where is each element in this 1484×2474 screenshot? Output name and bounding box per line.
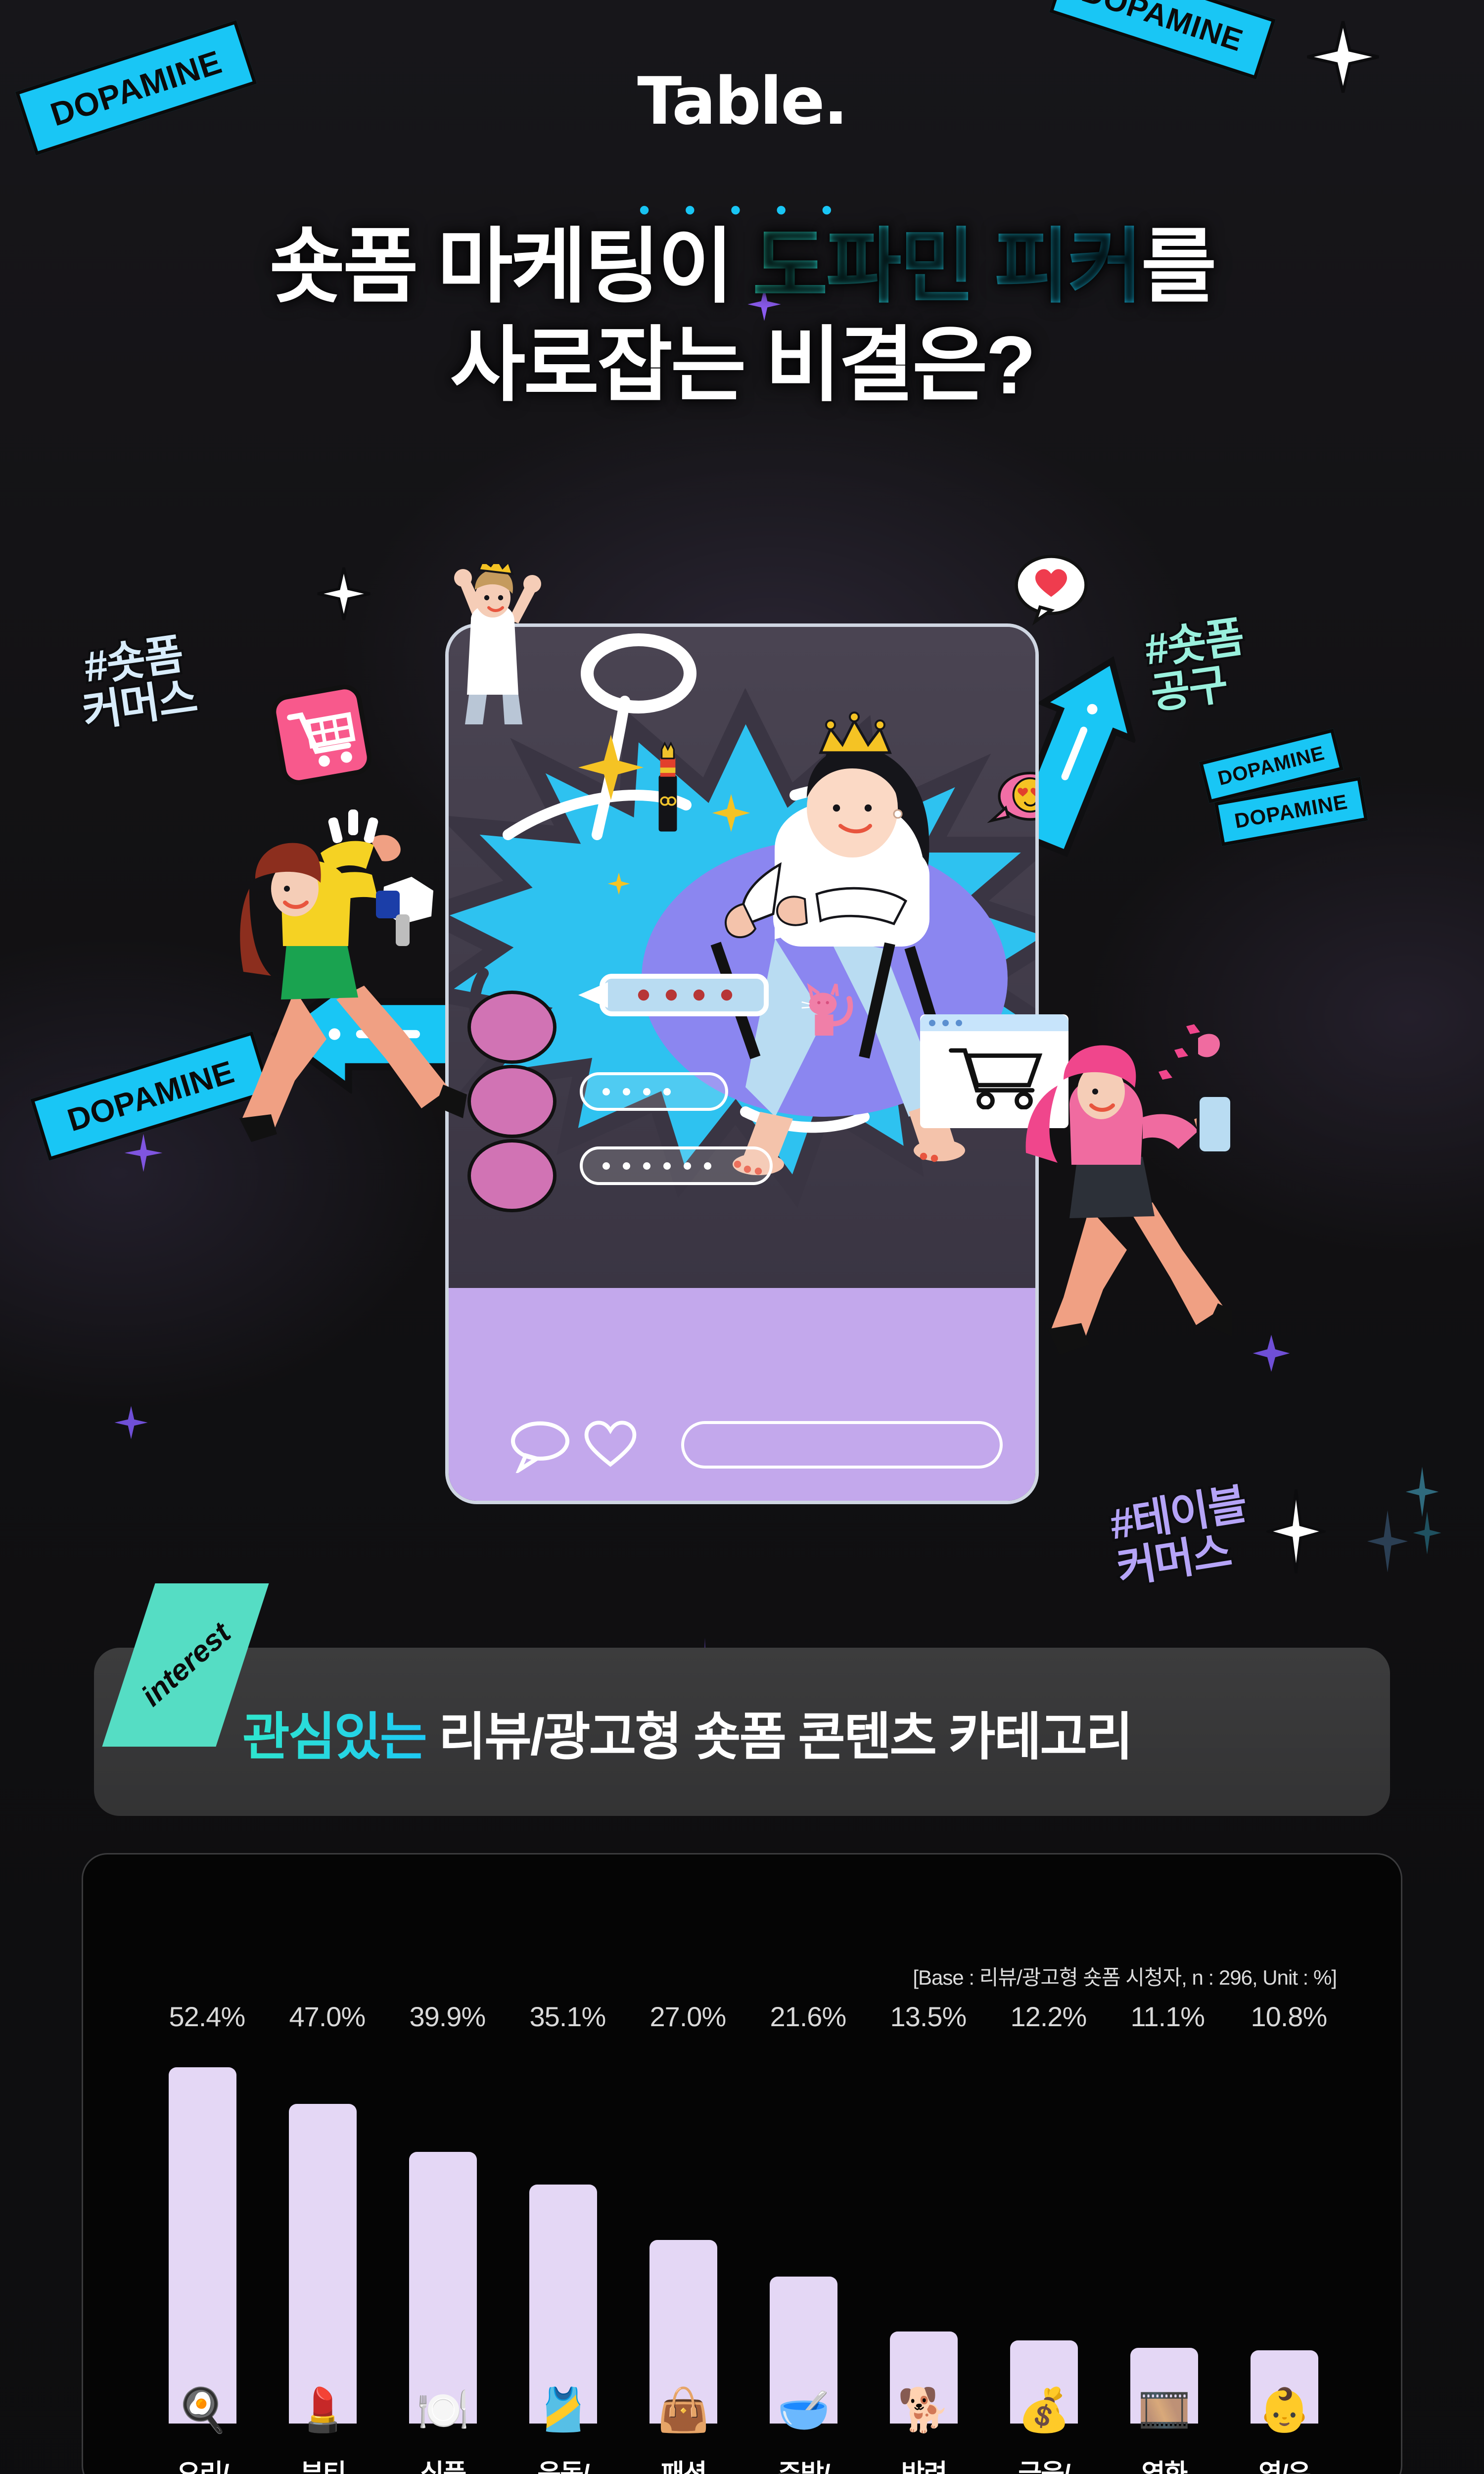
bar-group: 11.1% 🎞️ 영화 /공연 [1130, 2001, 1205, 2474]
bar-category-label: 식품 /음료 [420, 2460, 467, 2474]
bar-value-label: 47.0% [289, 2001, 366, 2032]
bar-value-label: 39.9% [409, 2001, 486, 2032]
hero-dots: • • • • • [639, 192, 845, 228]
bar-value-label: 21.6% [770, 2001, 846, 2032]
dopamine-sticker-label: DOPAMINE [1077, 0, 1248, 58]
bar-group: 10.8% 👶 영/유아/ 아동용품 [1251, 2001, 1327, 2474]
bar: 12.2% [1010, 2001, 1087, 2424]
bar-category-label: 영화 /공연 [1141, 2460, 1188, 2474]
chat-message-pill [580, 1146, 773, 1185]
bar: 35.1% [529, 2001, 606, 2424]
bar-group: 12.2% 💰 금융/ 재테크 [1010, 2001, 1087, 2474]
bar: 10.8% [1251, 2001, 1327, 2424]
hero-title-line1-a: 숏폼 마케팅이 [269, 221, 753, 313]
bar-category-icon: 💄 [296, 2386, 350, 2434]
heart-eyes-emoji-icon [987, 771, 1035, 823]
avatar [467, 1065, 556, 1138]
bar-value-label: 13.5% [890, 2001, 967, 2032]
lipstick-icon [658, 742, 677, 832]
section-title-interest-rest: 리뷰/광고형 숏폼 콘텐츠 카테고리 [425, 1708, 1133, 1766]
arrow-up-icon [1007, 656, 1137, 857]
shopping-cart-icon [271, 684, 372, 785]
bar: 52.4% [169, 2001, 245, 2424]
bar-category-label: 주방/ 생활용품 [778, 2460, 830, 2474]
bar: 47.0% [289, 2001, 366, 2424]
bar-category-icon: 🎞️ [1137, 2386, 1191, 2434]
bar-category-icon: 🍳 [176, 2386, 230, 2434]
bar-category-label: 영/유아/ 아동용품 [1258, 2460, 1311, 2474]
bar-category-label: 요리/맛집 /레시피 [177, 2460, 229, 2474]
bar-category-label: 반려동물 [901, 2460, 948, 2474]
section-title-interest-highlight: 관심있는 [242, 1708, 427, 1766]
bar-value-label: 12.2% [1010, 2001, 1087, 2032]
bar-category-label: 뷰티 /메이크업 [300, 2460, 347, 2474]
bar-category-icon: 🍽️ [416, 2386, 470, 2434]
bar-category-icon: 👜 [656, 2386, 710, 2434]
sparkle-icon [1252, 1334, 1290, 1372]
sparkle-icon [607, 872, 630, 895]
bar-category-icon: 💰 [1017, 2386, 1071, 2434]
hashtag-shortform-commerce: #숏폼 커머스 [77, 628, 201, 739]
bar-value-label: 10.8% [1251, 2001, 1327, 2032]
comment-input[interactable] [681, 1421, 1003, 1469]
bar-group: 27.0% 👜 패션 /잡화 [649, 2001, 726, 2474]
bar: 27.0% [649, 2001, 726, 2424]
chat-message-pill [580, 1072, 728, 1111]
bar-chart: 52.4% 🍳 요리/맛집 /레시피 47.0% 💄 뷰티 /메이크업 39.9% 🍽️ 식품 … [83, 2001, 1401, 2474]
speech-strip-icon [578, 974, 769, 1016]
bar-group: 39.9% 🍽️ 식품 /음료 [409, 2001, 486, 2474]
bar-value-label: 52.4% [169, 2001, 245, 2032]
section-title-interest: 관심있는 리뷰/광고형 숏폼 콘텐츠 카테고리 [94, 1695, 1133, 1769]
bar-group: 35.1% 🎽 운동/건강 다이어트 [529, 2001, 606, 2474]
runner-woman-phone-illustration [1025, 1024, 1232, 1355]
hashtag-table-commerce: #테이블 커머스 [1105, 1478, 1252, 1595]
phone-mockup [445, 623, 1039, 1504]
comment-icon [510, 1421, 570, 1473]
bar: 39.9% [409, 2001, 486, 2424]
heart-bubble-icon [1015, 555, 1088, 625]
cheering-person-illustration [454, 564, 541, 724]
bar-group: 21.6% 🥣 주방/ 생활용품 [770, 2001, 846, 2474]
bar-group: 13.5% 🐕 반려동물 [890, 2001, 967, 2474]
brand-logo: Table. [637, 63, 848, 140]
bar-category-icon: 👶 [1257, 2386, 1311, 2434]
bar-value-label: 11.1% [1130, 2001, 1205, 2032]
bar-category-label: 운동/건강 다이어트 [537, 2460, 590, 2474]
bar-category-icon: 🥣 [777, 2386, 831, 2434]
pink-cat-icon [801, 983, 853, 1036]
bar-category-icon: 🎽 [536, 2386, 590, 2434]
bar: 13.5% [890, 2001, 967, 2424]
bar: 11.1% [1130, 2001, 1205, 2424]
chart-panel: [Base : 리뷰/광고형 숏폼 시청자, n : 296, Unit : %… [82, 1853, 1402, 2474]
page-title: 숏폼 마케팅이 도파민 피커를 사로잡는 비결은? [0, 218, 1484, 415]
sparkle-icon [712, 794, 750, 832]
chart-base-note: [Base : 리뷰/광고형 숏폼 시청자, n : 296, Unit : %… [913, 1966, 1337, 1989]
bar-group: 47.0% 💄 뷰티 /메이크업 [289, 2001, 366, 2474]
hero-title-highlight: 도파민 피커 [752, 221, 1143, 313]
bar-category-icon: 🐕 [897, 2386, 951, 2434]
bar-value-label: 27.0% [649, 2001, 726, 2032]
seated-woman-illustration [725, 712, 965, 1175]
phone-screen-bottom [449, 1288, 1035, 1501]
badge-interest-label: interest [135, 1616, 237, 1713]
avatar [467, 1139, 556, 1212]
hero-title-line2: 사로잡는 비결은? [450, 320, 1036, 412]
runner-woman-thumbsup-illustration [239, 809, 467, 1142]
cart-card-titlebar [920, 1014, 1068, 1031]
hero-title-line1-b: 를 [1141, 221, 1217, 313]
bar-category-label: 금융/ 재테크 [1018, 2460, 1070, 2474]
bar: 21.6% [770, 2001, 846, 2424]
hero-illustration: #숏폼 커머스 #숏폼 공구 #테이블 커머스 [0, 485, 1484, 1623]
section-header-interest: interest 관심있는 리뷰/광고형 숏폼 콘텐츠 카테고리 [94, 1583, 1390, 1816]
bar-value-label: 35.1% [529, 2001, 606, 2032]
bar-category-label: 패션 /잡화 [660, 2460, 707, 2474]
bar-group: 52.4% 🍳 요리/맛집 /레시피 [169, 2001, 245, 2474]
heart-icon [584, 1421, 637, 1467]
magic-wand-icon [578, 633, 696, 840]
avatar [467, 991, 556, 1064]
shopping-cart-icon [949, 1048, 1043, 1109]
